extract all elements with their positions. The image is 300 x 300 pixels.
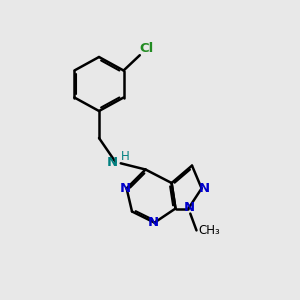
- Text: N: N: [183, 201, 195, 214]
- Text: H: H: [121, 150, 130, 163]
- Text: Cl: Cl: [139, 42, 154, 55]
- Text: CH₃: CH₃: [198, 224, 220, 237]
- Text: N: N: [147, 216, 159, 229]
- Text: N: N: [199, 182, 210, 195]
- Text: N: N: [119, 182, 131, 195]
- Text: N: N: [107, 155, 118, 169]
